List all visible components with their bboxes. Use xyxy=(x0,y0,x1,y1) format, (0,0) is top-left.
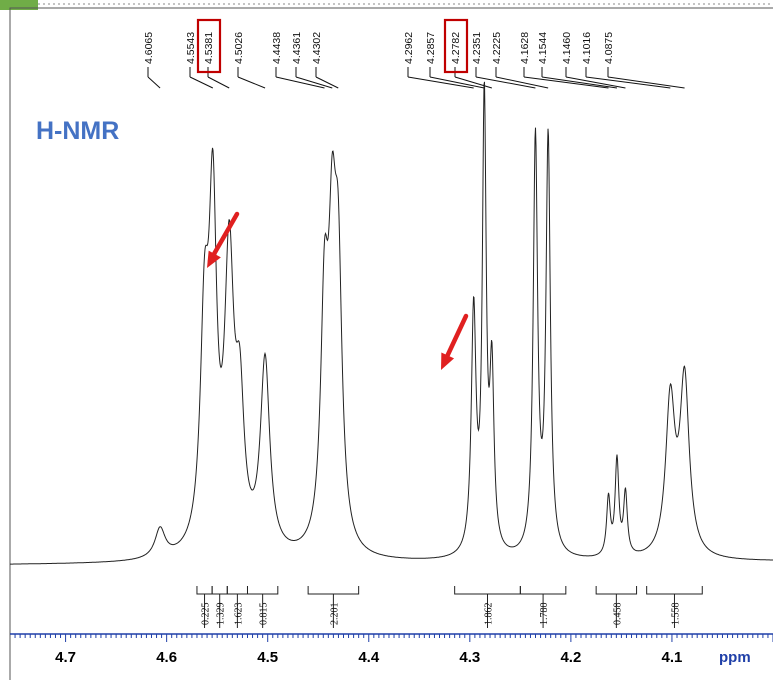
peak-label: 4.1016 xyxy=(581,32,593,64)
integral-value: 0.225 xyxy=(201,603,212,626)
peak-label: 4.2962 xyxy=(403,32,415,64)
peak-label: 4.2225 xyxy=(491,32,503,64)
integral-value: 0.458 xyxy=(612,603,623,626)
axis-tick-label: 4.7 xyxy=(55,649,76,666)
peak-label: 4.2351 xyxy=(471,32,483,64)
peak-label-leader xyxy=(207,76,230,89)
integral-value: 1.623 xyxy=(233,603,244,626)
integral-value: 1.329 xyxy=(216,603,227,626)
peak-label: 4.2782 xyxy=(450,32,462,64)
peak-label-leader xyxy=(429,76,485,89)
axis-tick-label: 4.1 xyxy=(662,649,683,666)
peak-label-leader xyxy=(585,76,671,89)
peak-label-leader xyxy=(315,76,339,89)
peak-label: 4.6065 xyxy=(143,32,155,64)
peak-label: 4.4438 xyxy=(271,32,283,64)
axis-tick-label: 4.2 xyxy=(560,649,581,666)
red-arrow-shaft xyxy=(441,313,469,366)
frame xyxy=(9,7,773,680)
peak-label: 4.1460 xyxy=(561,32,573,64)
peak-label-leader xyxy=(275,76,325,89)
integral-value: 1.862 xyxy=(484,603,495,626)
corner-tab xyxy=(0,0,38,10)
peak-label-leader xyxy=(189,76,214,89)
peak-label-leader xyxy=(541,76,618,89)
peak-label-leader xyxy=(237,76,266,89)
chart-title: H-NMR xyxy=(36,117,119,145)
axis-label: ppm xyxy=(719,649,751,666)
peak-label-leader xyxy=(454,76,492,89)
red-arrow-head xyxy=(207,250,221,268)
axis-tick-label: 4.3 xyxy=(459,649,480,666)
red-arrow-shaft xyxy=(207,211,240,264)
peak-label: 4.1544 xyxy=(537,32,549,64)
peak-label: 4.2857 xyxy=(425,32,437,64)
highlight-box xyxy=(196,18,222,74)
peak-label-leader xyxy=(523,76,609,89)
integral-value: 1.558 xyxy=(670,603,681,626)
spectrum-trace xyxy=(10,81,773,565)
peak-label-leader xyxy=(475,76,536,89)
highlight-box xyxy=(443,18,469,74)
peak-label: 4.1628 xyxy=(519,32,531,64)
peak-label: 4.5381 xyxy=(203,32,215,64)
red-arrow-head xyxy=(441,352,455,370)
annotation-arrows xyxy=(207,211,469,370)
peak-label: 4.5026 xyxy=(233,32,245,64)
peak-label: 4.5543 xyxy=(185,32,197,64)
integral-value: 0.815 xyxy=(259,603,270,626)
peak-label-group: 4.6065 4.5543 4.5381 4.5026 4.4438 4.4361 4.43… xyxy=(143,18,685,89)
peak-label: 4.0875 xyxy=(603,32,615,64)
peak-label-leader xyxy=(407,76,474,89)
peak-label-leader xyxy=(295,76,333,89)
peak-label: 4.4302 xyxy=(311,32,323,64)
peak-label-leader xyxy=(565,76,626,89)
integral-value: 2.201 xyxy=(329,603,340,626)
peak-label-leader xyxy=(607,76,685,89)
peak-label-leader xyxy=(495,76,549,89)
integral-value: 1.780 xyxy=(539,603,550,626)
axis-tick-label: 4.5 xyxy=(257,649,278,666)
peak-label: 4.4361 xyxy=(291,32,303,64)
integral-group: 0.225 1.329 1.623 0.815 2.201 1.862 1.780 0.458… xyxy=(196,586,703,628)
ppm-axis: 4.7 4.6 4.5 4.4 4.3 4.2 4.1 ppm xyxy=(10,633,773,666)
peak-label-leader xyxy=(147,76,161,89)
axis-tick-label: 4.6 xyxy=(156,649,177,666)
axis-tick-label: 4.4 xyxy=(358,649,380,666)
